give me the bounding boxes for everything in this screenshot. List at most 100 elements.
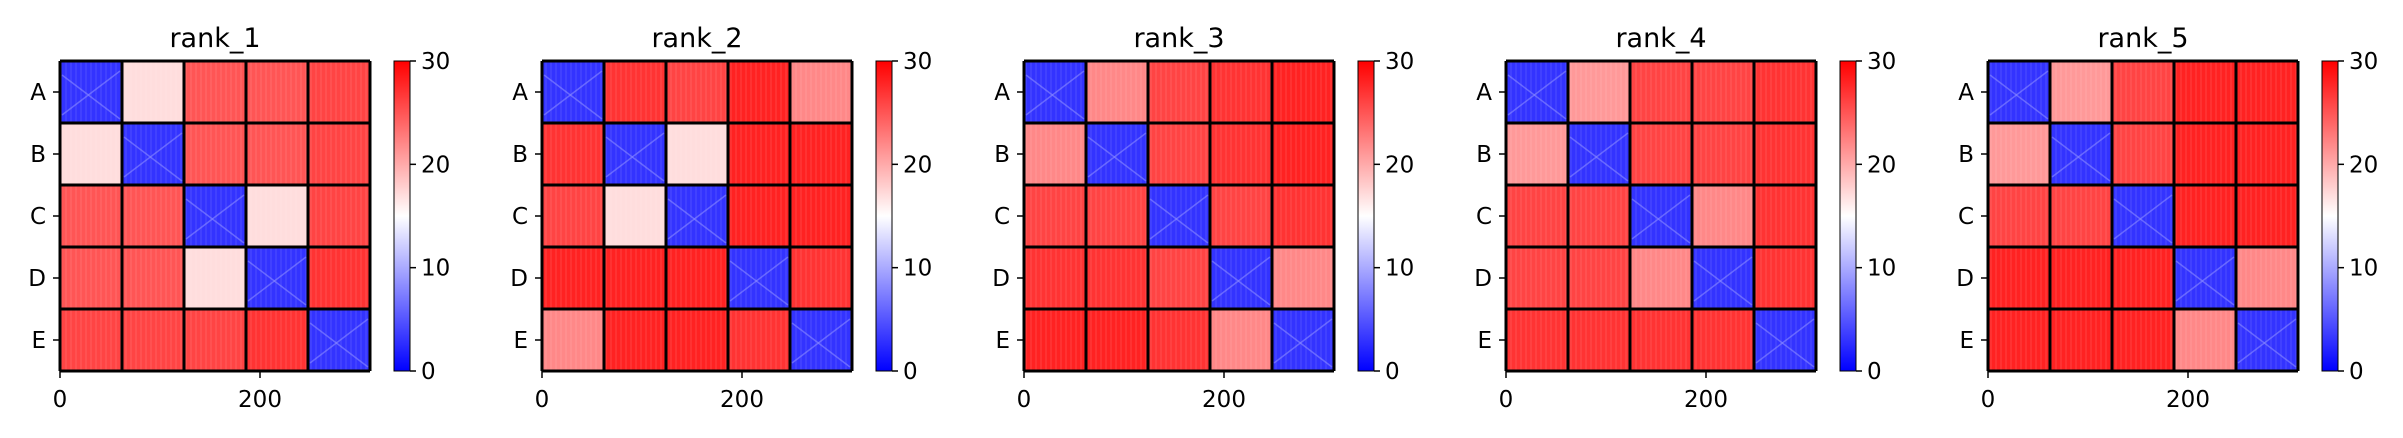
heatmap-cell-texture <box>666 247 728 309</box>
diagonal-texture-line <box>2237 322 2297 368</box>
colorbar-tick-label: 30 <box>903 49 932 75</box>
heatmap-cell-texture <box>1272 185 1334 247</box>
heatmap-cell-texture <box>728 309 790 371</box>
heatmap-cell-texture <box>1506 185 1568 247</box>
heatmap-cell-texture <box>2236 185 2298 247</box>
heatmap-cell-texture <box>2236 123 2298 185</box>
heatmap-cell-texture <box>1148 247 1210 309</box>
x-tick-label: 200 <box>238 387 282 413</box>
heatmap-cell-texture <box>1988 185 2050 247</box>
colorbar-tick-label: 30 <box>1867 49 1896 75</box>
diagonal-texture-line <box>2113 198 2173 244</box>
heatmap-cell-texture <box>308 185 370 247</box>
y-tick-label: A <box>994 80 1010 106</box>
heatmap-cell-texture <box>308 247 370 309</box>
diagonal-texture-line <box>1507 74 1567 120</box>
heatmap-cell-texture <box>1024 185 1086 247</box>
y-tick-label: B <box>512 142 528 168</box>
diagonal-texture-line <box>543 70 603 116</box>
diagonal-texture-line <box>605 136 665 182</box>
colorbar-tick-label: 0 <box>1385 359 1400 385</box>
heatmap-cell-texture <box>246 309 308 371</box>
heatmap-cell-texture <box>2174 61 2236 123</box>
diagonal-texture-line <box>1755 322 1815 368</box>
heatmap-cell-texture <box>1148 61 1210 123</box>
heatmap-cell-texture <box>1272 247 1334 309</box>
heatmap-cell-texture <box>308 123 370 185</box>
heatmap-cell-texture <box>1506 309 1568 371</box>
heatmap-cell-texture <box>728 123 790 185</box>
heatmap-cell-texture <box>2174 185 2236 247</box>
diagonal-texture-line <box>1149 194 1209 240</box>
heatmap-cell-texture <box>2050 309 2112 371</box>
chart-title: rank_5 <box>2097 23 2188 54</box>
y-tick-label: A <box>30 80 46 106</box>
heatmap-cell-texture <box>1692 123 1754 185</box>
heatmap-cell-texture <box>122 185 184 247</box>
chart-title: rank_1 <box>169 23 260 54</box>
x-tick-label: 0 <box>1017 387 1032 413</box>
heatmap-cell-texture <box>1506 247 1568 309</box>
colorbar-tick-label: 10 <box>421 256 450 282</box>
diagonal-texture-line <box>2175 260 2235 306</box>
heatmap-panel-1: rank_1 A B C D E 0 200 0 10 20 30 <box>28 23 450 413</box>
heatmap-cell-texture <box>542 123 604 185</box>
diagonal-texture-line <box>543 74 603 120</box>
colorbar-tick-label: 10 <box>2349 256 2378 282</box>
heatmap-cell-texture <box>1988 247 2050 309</box>
heatmap-cell-texture <box>60 185 122 247</box>
colorbar-tick-label: 10 <box>1385 256 1414 282</box>
diagonal-texture-line <box>1025 74 1085 120</box>
heatmap-cell-texture <box>666 61 728 123</box>
heatmap-panel-2: rank_2 A B C D E 0 200 0 10 20 30 <box>510 23 932 413</box>
x-tick-label: 0 <box>535 387 550 413</box>
heatmap-cell-texture <box>1024 309 1086 371</box>
x-tick-label: 0 <box>1499 387 1514 413</box>
diagonal-texture-line <box>123 132 183 178</box>
heatmap-cell-texture <box>1148 309 1210 371</box>
colorbar-tick-label: 0 <box>421 359 436 385</box>
y-tick-label: D <box>992 266 1010 292</box>
heatmap-cell-texture <box>1506 123 1568 185</box>
y-tick-label: A <box>1958 80 1974 106</box>
heatmap-cell-texture <box>1148 123 1210 185</box>
colorbar-tick-label: 30 <box>421 49 450 75</box>
colorbar <box>393 60 411 372</box>
diagonal-texture-line <box>1211 260 1271 306</box>
heatmap-cell-texture <box>1692 185 1754 247</box>
diagonal-texture-line <box>1025 70 1085 116</box>
colorbar <box>1357 60 1375 372</box>
heatmap-cell-texture <box>2112 247 2174 309</box>
diagonal-texture-line <box>1149 198 1209 244</box>
y-tick-label: C <box>1476 204 1492 230</box>
heatmap-cell-texture <box>1086 247 1148 309</box>
diagonal-texture-line <box>61 70 121 116</box>
heatmap-cell-texture <box>1210 185 1272 247</box>
heatmap-cell-texture <box>2050 61 2112 123</box>
heatmap-cell-texture <box>246 61 308 123</box>
diagonal-texture-line <box>1569 136 1629 182</box>
heatmap-cell-texture <box>184 309 246 371</box>
colorbar <box>1839 60 1857 372</box>
heatmap-cell-texture <box>542 185 604 247</box>
colorbar-tick-label: 30 <box>2349 49 2378 75</box>
heatmap-cell-texture <box>604 185 666 247</box>
diagonal-texture-line <box>1693 260 1753 306</box>
heatmap-cell-texture <box>1086 309 1148 371</box>
heatmap-cell-texture <box>1210 309 1272 371</box>
heatmap-cell-texture <box>1024 123 1086 185</box>
diagonal-texture-line <box>2113 194 2173 240</box>
y-tick-label: D <box>28 266 46 292</box>
heatmap-cell-texture <box>1272 123 1334 185</box>
heatmap-cell-texture <box>184 61 246 123</box>
diagonal-texture-line <box>1273 318 1333 364</box>
y-tick-label: D <box>1956 266 1974 292</box>
heatmap-cell-texture <box>184 247 246 309</box>
heatmap-cell-texture <box>1568 309 1630 371</box>
colorbar-tick-label: 20 <box>1385 152 1414 178</box>
heatmap-cell-texture <box>122 309 184 371</box>
heatmap-cell-texture <box>1630 61 1692 123</box>
x-tick-label: 200 <box>1684 387 1728 413</box>
heatmap-cell-texture <box>604 309 666 371</box>
